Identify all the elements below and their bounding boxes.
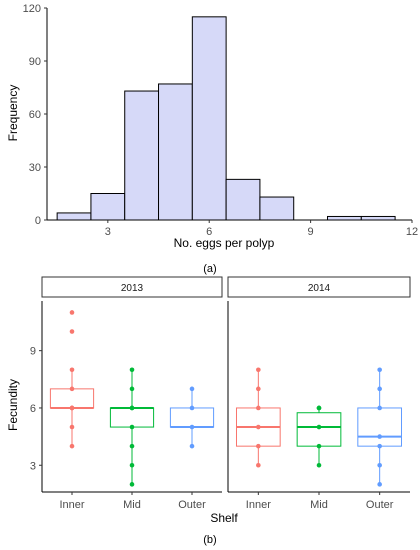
histogram-x-tick-label: 9 <box>308 226 314 238</box>
data-point <box>256 424 261 430</box>
histogram-y-axis-title: Frequency <box>6 85 20 142</box>
panel-label-a: (a) <box>203 263 216 275</box>
data-point <box>189 424 195 430</box>
data-point <box>69 405 75 411</box>
histogram-bars <box>56 16 396 221</box>
data-point <box>316 405 322 411</box>
histogram-y-tick-label: 90 <box>29 56 41 68</box>
histogram-y-tick-label: 0 <box>35 215 41 227</box>
data-point <box>256 462 261 468</box>
data-point <box>189 443 195 449</box>
facet-strip <box>227 276 411 298</box>
boxplot-x-tick-label: Inner <box>59 499 84 511</box>
data-point <box>256 443 261 449</box>
data-point <box>129 405 135 411</box>
boxplot-panel: 2013 3 6 9 Inner Mid Outer 2014 Inner Mid Outer Sh… <box>6 276 411 546</box>
histogram-y-tick-label: 30 <box>29 162 41 174</box>
facet-2013: 2013 3 6 9 Inner Mid Outer <box>30 276 223 511</box>
boxplot-x-tick-label: Mid <box>310 499 328 511</box>
data-point <box>69 310 75 315</box>
boxplot-x-tick-label: Outer <box>366 499 394 511</box>
data-point <box>69 367 75 373</box>
histogram-y-tick-label: 120 <box>23 3 41 15</box>
histogram-x-tick-label: 12 <box>406 226 418 238</box>
box-body <box>169 407 215 428</box>
data-point <box>377 367 382 373</box>
boxplot-x-tick-label: Outer <box>178 499 206 511</box>
histogram-bar <box>259 196 295 221</box>
data-point <box>256 386 261 392</box>
data-point <box>377 482 382 487</box>
data-point <box>316 462 322 468</box>
box-inner <box>235 367 281 468</box>
box-body <box>109 407 155 428</box>
histogram-y-tick-label: 60 <box>29 109 41 121</box>
data-point <box>256 405 261 411</box>
data-point <box>129 386 135 392</box>
box-body <box>49 388 95 409</box>
boxplot-x-axis-title: Shelf <box>210 511 238 525</box>
facet-strip-label: 2014 <box>308 283 331 294</box>
histogram-bar <box>327 215 362 221</box>
facet-2014: 2014 Inner Mid Outer <box>227 276 411 511</box>
histogram-x-tick-label: 3 <box>105 226 111 238</box>
panel-label-b: (b) <box>203 534 216 546</box>
data-point <box>69 329 75 334</box>
data-point <box>256 367 261 373</box>
data-point <box>189 405 195 411</box>
histogram-panel: 0 30 60 90 120 3 6 9 12 No. eggs per polyp Frequ… <box>6 3 418 275</box>
boxplot-y-axis-title: Fecundity <box>6 379 20 431</box>
boxplot-x-tick-label: Inner <box>246 499 271 511</box>
box-inner <box>49 310 95 449</box>
box-mid <box>109 367 155 487</box>
data-point <box>377 462 382 468</box>
data-point <box>69 443 75 449</box>
histogram-bar <box>90 193 126 221</box>
data-point <box>129 443 135 449</box>
data-point <box>377 386 382 392</box>
data-point <box>129 482 135 487</box>
histogram-bar <box>158 83 193 221</box>
boxplot-y-tick-label: 6 <box>30 403 36 415</box>
histogram-bar <box>225 178 261 221</box>
box-outer <box>169 386 215 449</box>
data-point <box>316 424 322 430</box>
boxplot-x-tick-label: Mid <box>123 499 141 511</box>
histogram-bar <box>191 16 227 221</box>
box-body <box>357 407 403 447</box>
data-point <box>129 424 135 430</box>
boxplot-facets: 2013 3 6 9 Inner Mid Outer 2014 Inner Mid Outer <box>30 276 411 511</box>
histogram-axes: 0 30 60 90 120 3 6 9 12 <box>23 3 418 238</box>
data-point <box>129 367 135 373</box>
data-point <box>377 434 382 439</box>
data-point <box>377 405 382 411</box>
boxplot-y-tick-label: 9 <box>30 346 36 358</box>
data-point <box>316 443 322 449</box>
histogram-bar <box>124 90 160 221</box>
data-point <box>189 386 195 392</box>
box-body <box>296 412 342 447</box>
data-point <box>377 443 382 449</box>
facet-strip <box>41 276 223 298</box>
box-mid <box>296 405 342 468</box>
histogram-bar <box>56 212 92 221</box>
histogram-x-tick-label: 6 <box>206 226 212 238</box>
data-point <box>69 386 75 392</box>
boxplot-y-tick-label: 3 <box>30 460 36 472</box>
histogram-x-axis-title: No. eggs per polyp <box>174 236 275 250</box>
data-point <box>129 462 135 468</box>
histogram-bar <box>360 215 396 221</box>
box-outer <box>357 367 403 487</box>
data-point <box>69 424 75 430</box>
facet-strip-label: 2013 <box>121 283 144 294</box>
